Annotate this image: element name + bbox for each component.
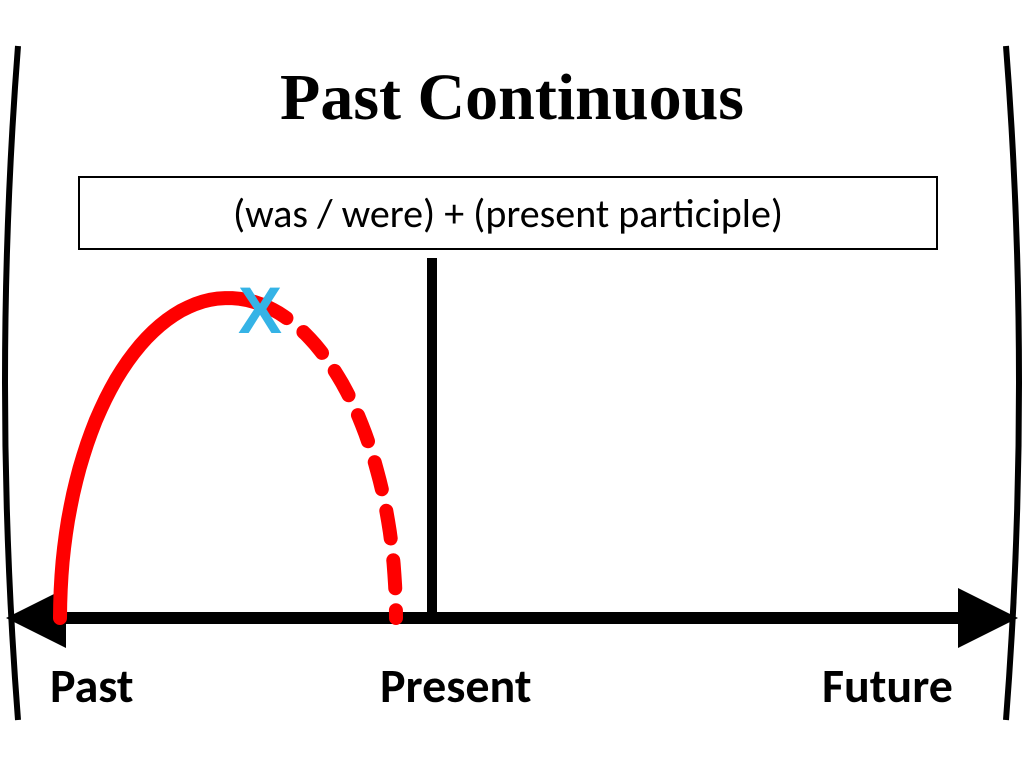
diagram-canvas: Past Continuous (was / were) + (present …: [0, 0, 1024, 768]
formula-box: (was / were) + (present participle): [78, 176, 938, 250]
axis-label-past: Past: [50, 656, 134, 715]
past-arc-dashed: [262, 305, 396, 618]
past-arc-solid: [60, 298, 262, 618]
frame-bracket-left: [5, 46, 18, 720]
formula-text: (was / were) + (present participle): [233, 189, 783, 238]
frame-bracket-right: [1006, 46, 1019, 720]
axis-label-present: Present: [380, 656, 532, 715]
diagram-title: Past Continuous: [0, 60, 1024, 136]
axis-label-future: Future: [822, 656, 953, 715]
interruption-x-marker: X: [238, 272, 282, 348]
